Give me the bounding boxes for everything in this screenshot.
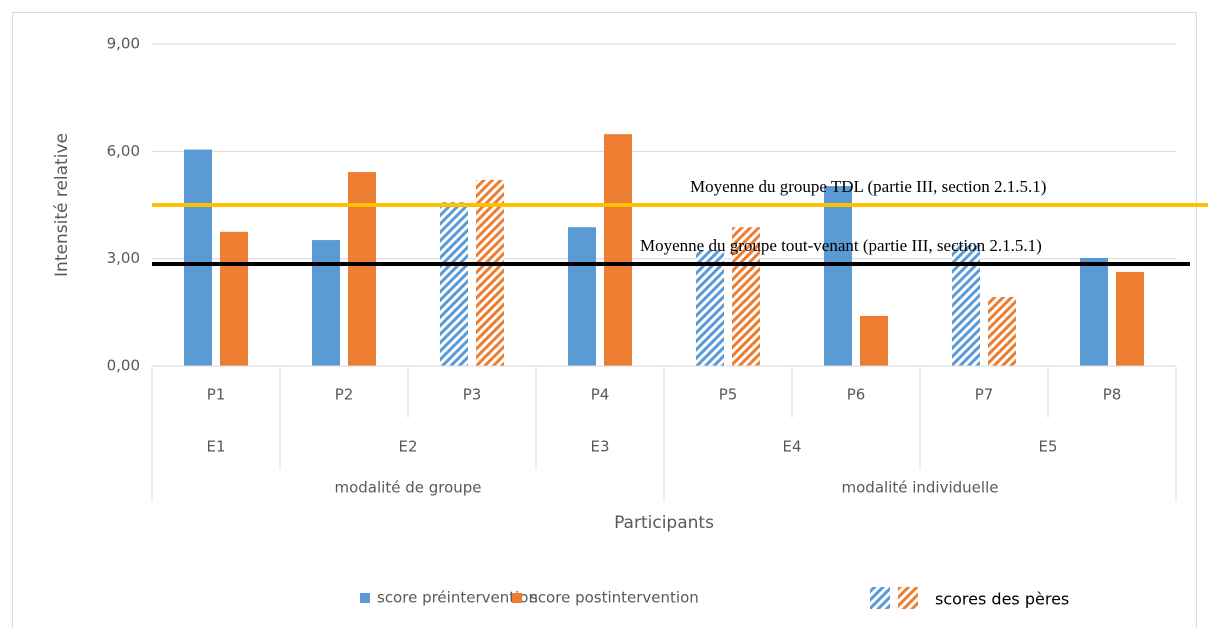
- supergroup-label: modalité de groupe: [334, 479, 481, 497]
- bar: [860, 315, 888, 366]
- legend-swatch: [512, 593, 522, 603]
- y-axis-title: Intensité relative: [52, 133, 72, 277]
- x-tick-label: P2: [335, 386, 354, 404]
- reference-label: Moyenne du groupe tout-venant (partie II…: [640, 236, 1042, 255]
- legend-label: score préintervention: [377, 589, 538, 607]
- bar: [1080, 257, 1108, 366]
- bar: [732, 227, 760, 366]
- y-tick-label: 0,00: [107, 357, 140, 375]
- bar: [440, 202, 468, 366]
- x-tick-label: P4: [591, 386, 610, 404]
- reference-label: Moyenne du groupe TDL (partie III, secti…: [690, 177, 1046, 196]
- x-tick-label: P1: [207, 386, 226, 404]
- bar: [988, 296, 1016, 366]
- legend-hatch-swatch: [898, 587, 918, 609]
- supergroup-label: modalité individuelle: [842, 479, 999, 497]
- x-tick-label: P5: [719, 386, 738, 404]
- y-tick-label: 6,00: [107, 142, 140, 160]
- y-tick-label: 3,00: [107, 249, 140, 267]
- legend-label: score postintervention: [530, 589, 699, 607]
- legend-hatch-swatch: [870, 587, 890, 609]
- legend-swatch: [360, 593, 370, 603]
- bar: [476, 179, 504, 366]
- bar: [184, 149, 212, 366]
- bar: [1116, 271, 1144, 366]
- legend-label: scores des pères: [935, 590, 1069, 609]
- x-tick-label: P7: [975, 386, 994, 404]
- x-tick-label: P3: [463, 386, 482, 404]
- bar: [312, 240, 340, 366]
- group-label: E2: [398, 438, 417, 456]
- bar: [220, 231, 248, 366]
- x-tick-label: P6: [847, 386, 866, 404]
- group-label: E4: [782, 438, 801, 456]
- bar: [568, 227, 596, 366]
- group-label: E5: [1038, 438, 1057, 456]
- bar: [604, 134, 632, 366]
- bar: [348, 172, 376, 366]
- bar: [696, 250, 724, 366]
- y-tick-label: 9,00: [107, 35, 140, 53]
- x-axis-title: Participants: [614, 513, 714, 533]
- x-tick-label: P8: [1103, 386, 1122, 404]
- group-label: E1: [206, 438, 225, 456]
- bar: [824, 186, 852, 366]
- group-label: E3: [590, 438, 609, 456]
